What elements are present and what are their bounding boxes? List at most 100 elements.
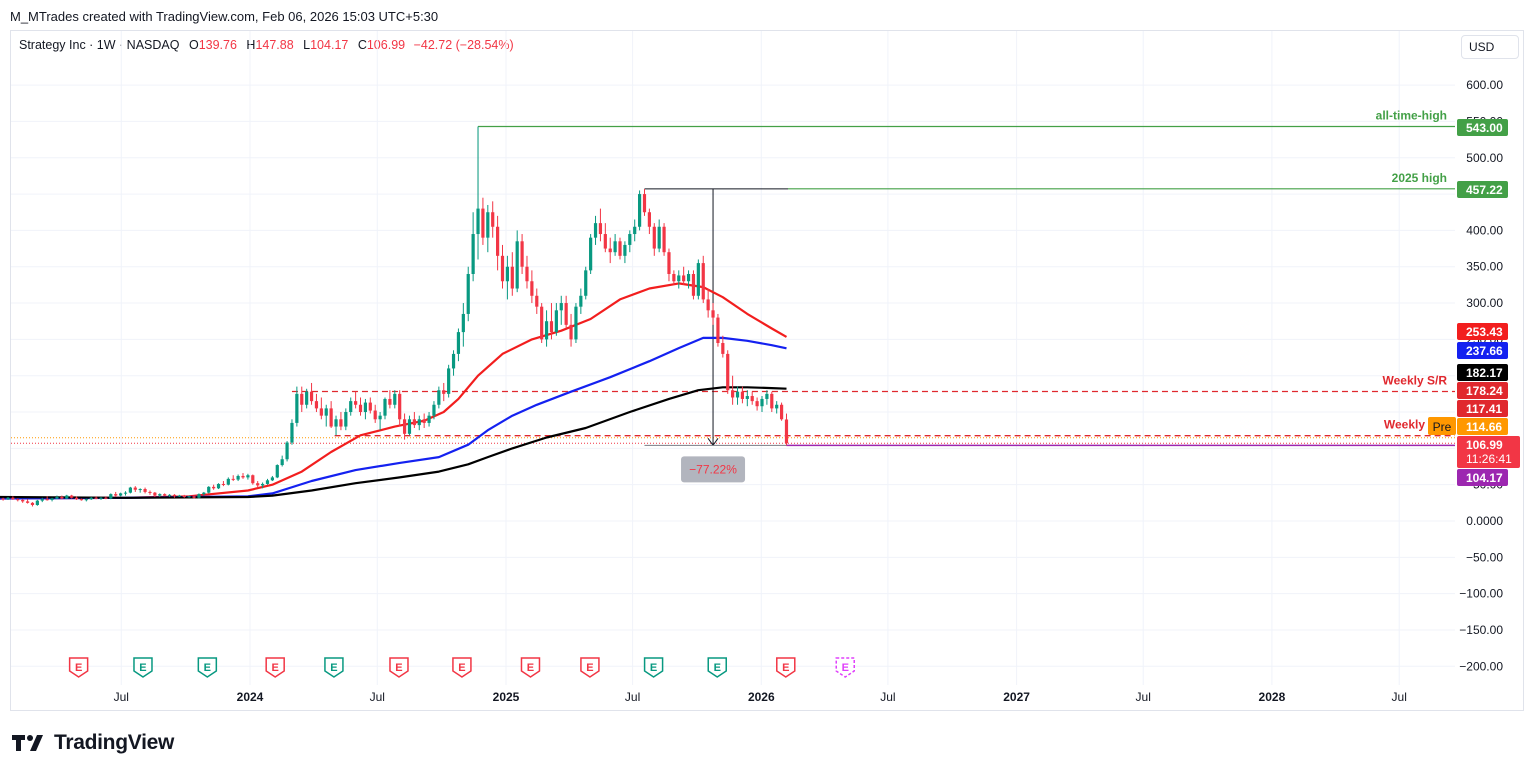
candle-body [451, 353, 456, 369]
earnings-icon: E [324, 657, 344, 678]
earnings-icon-letter: E [204, 662, 211, 674]
earnings-icon-frame [707, 657, 727, 678]
x-tick-label: Jul [880, 690, 895, 704]
earnings-icon: E [197, 657, 218, 678]
low-label: L [303, 38, 311, 52]
ath-label: all-time-high [1376, 109, 1447, 123]
earnings-icon-letter: E [75, 662, 82, 674]
moving-average-line-3 [0, 386, 787, 499]
candle-body [525, 266, 529, 282]
candle-body [16, 499, 20, 501]
earnings-icon: E [707, 657, 727, 678]
candle-body [265, 480, 270, 484]
candle-body [207, 486, 211, 493]
close-label: C [357, 38, 367, 52]
candle-body [496, 226, 500, 256]
price-tag-text: 106.99 [1466, 438, 1503, 452]
candle-body [652, 226, 656, 249]
candle-body [735, 391, 740, 398]
low-value: 104.17 [310, 38, 349, 52]
candle-body [55, 497, 59, 499]
y-tick-label: −100.00 [1459, 587, 1503, 601]
candle-body [324, 408, 328, 416]
earnings-icon-frame [520, 657, 541, 678]
candle-body [398, 393, 402, 420]
candle-body [114, 494, 118, 496]
candle-body [574, 306, 578, 340]
candle-body [84, 499, 88, 501]
candle-body [510, 266, 514, 289]
open-label: O [188, 38, 199, 52]
price-tag-bg [1457, 342, 1508, 359]
candle-body [554, 310, 558, 333]
candle-body [163, 494, 167, 496]
symbol-legend[interactable]: Strategy Inc · 1W · NASDAQ O139.76 H147.… [19, 38, 514, 52]
candle-body [677, 275, 681, 282]
candle-body [427, 415, 431, 423]
pre-market-label: Pre [1433, 420, 1452, 434]
candle-body [358, 404, 363, 413]
earnings-icon-frame [580, 657, 600, 678]
symbol-name[interactable]: Strategy Inc · 1W · NASDAQ [19, 38, 180, 52]
candle-body [432, 404, 436, 416]
drawdown-label: −77.22% [689, 462, 737, 476]
candle-body [726, 353, 730, 391]
candle-body [128, 487, 132, 493]
candle-body [143, 489, 147, 492]
candle-body [569, 324, 573, 340]
candle-body [11, 497, 15, 500]
earnings-icon-frame [197, 657, 218, 678]
candle-body [158, 494, 162, 496]
candle-body [60, 497, 64, 499]
candle-body [672, 273, 676, 282]
y-tick-label: 500.00 [1466, 151, 1503, 165]
price-tag-bg [1457, 364, 1508, 381]
currency-selector[interactable]: USD [1461, 35, 1519, 59]
candle-body [40, 499, 44, 501]
candle-body [500, 255, 505, 282]
candle-body [99, 497, 103, 499]
grid-lines [11, 31, 1455, 685]
candle-body [79, 499, 84, 501]
candle-body [295, 393, 299, 423]
candle-body [696, 263, 700, 296]
candle-body [402, 419, 407, 434]
tradingview-logo[interactable]: TradingView [12, 731, 174, 755]
candle-body [74, 497, 79, 500]
candle-body [246, 475, 250, 478]
candle-body [89, 497, 93, 500]
x-tick-label: 2026 [748, 690, 775, 704]
candle-body [373, 410, 377, 420]
candle-body [667, 252, 671, 274]
candle-body [603, 234, 607, 249]
earnings-icon-letter: E [714, 662, 721, 674]
candle-body [481, 208, 485, 238]
earnings-icon-frame [452, 657, 472, 678]
x-axis[interactable]: Jul 2024 Jul 2025 Jul 2026 Jul 2027 Jul 2028 Jul [114, 690, 1407, 704]
x-tick-label: Jul [370, 690, 385, 704]
x-tick-label: Jul [114, 690, 129, 704]
candle-body [784, 419, 789, 444]
candle-body [138, 489, 142, 491]
candle-body [344, 412, 348, 427]
y-tick-label: 0.0000 [1466, 514, 1503, 528]
candle-body [559, 303, 563, 311]
earnings-icon: E [643, 657, 664, 678]
earnings-icon: E [776, 657, 796, 678]
candle-body [442, 390, 446, 394]
candle-body [212, 486, 216, 489]
x-tick-label: Jul [1392, 690, 1407, 704]
candle-body [182, 495, 186, 498]
earnings-icon: E [835, 657, 855, 678]
earnings-icon: E [133, 657, 153, 678]
earnings-icon-letter: E [330, 662, 337, 674]
y-tick-label: 400.00 [1466, 223, 1503, 237]
candle-body [750, 396, 754, 402]
candle-body [153, 492, 157, 496]
candle-body [354, 401, 358, 405]
candle-body [251, 475, 255, 484]
earnings-icon-letter: E [395, 662, 402, 674]
price-tag-text: 182.17 [1466, 366, 1503, 380]
